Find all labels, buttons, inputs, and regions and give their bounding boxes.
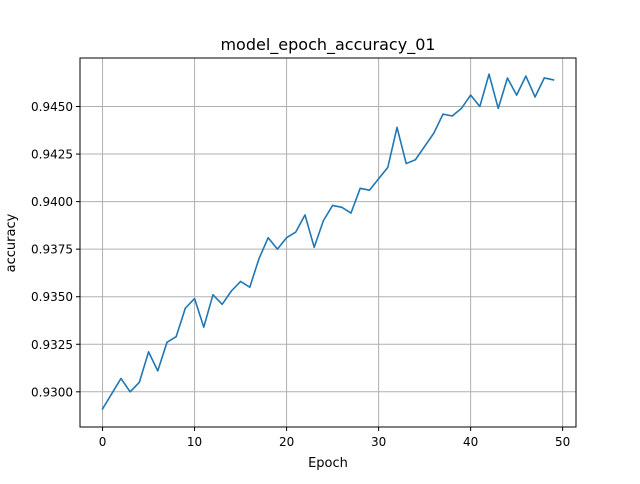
y-tick-label: 0.9300	[31, 385, 73, 399]
data-point	[470, 94, 472, 96]
data-point	[332, 204, 334, 207]
data-point	[552, 79, 555, 81]
data-point	[442, 113, 444, 115]
data-point	[424, 145, 426, 148]
data-point	[138, 381, 140, 383]
data-point	[120, 377, 122, 380]
data-point	[405, 162, 407, 165]
y-tick-label: 0.9400	[31, 195, 73, 209]
data-point	[534, 96, 536, 98]
data-point	[147, 351, 150, 353]
y-axis-label: accuracy	[4, 213, 19, 272]
data-point	[506, 77, 509, 79]
plot-frame	[79, 57, 577, 428]
series-line	[101, 73, 555, 411]
data-point	[488, 73, 490, 75]
y-tick-label: 0.9375	[31, 243, 73, 257]
data-point	[249, 286, 251, 288]
data-point	[184, 307, 186, 309]
data-point	[359, 187, 361, 189]
data-point	[350, 212, 352, 214]
x-tick-label: 40	[463, 435, 478, 449]
data-point	[396, 126, 398, 129]
data-point	[479, 105, 481, 108]
data-point	[221, 303, 223, 305]
data-point	[497, 107, 499, 109]
x-tick-label: 0	[99, 435, 107, 449]
data-point	[387, 166, 389, 168]
data-point	[525, 75, 527, 77]
data-point	[239, 280, 242, 283]
data-point	[276, 248, 278, 250]
data-point	[166, 341, 168, 343]
data-point	[230, 290, 232, 292]
data-point	[111, 393, 113, 395]
data-point	[460, 107, 463, 109]
data-point	[129, 391, 131, 393]
grid	[80, 58, 576, 427]
data-point	[433, 132, 435, 134]
data-point	[543, 77, 545, 79]
x-axis-label: Epoch	[308, 456, 348, 471]
data-point	[451, 115, 453, 117]
data-point	[304, 214, 306, 216]
data-point	[203, 326, 205, 328]
x-tick-label: 10	[187, 435, 202, 449]
data-point	[378, 178, 380, 180]
data-point	[516, 94, 518, 96]
data-point	[313, 246, 315, 248]
data-point	[414, 159, 417, 161]
data-point	[368, 189, 371, 191]
data-point	[101, 408, 104, 410]
x-tick-label: 50	[555, 435, 570, 449]
x-tick-label: 30	[371, 435, 386, 449]
data-point	[341, 206, 343, 208]
ticks: 0 10 20 30 40 50 0.9300 0.9325 0.9350 0.9375 0.940…	[31, 100, 570, 449]
y-tick-label: 0.9450	[31, 100, 73, 114]
data-point	[267, 237, 269, 239]
data-point	[285, 237, 288, 239]
data-point	[175, 336, 177, 338]
y-tick-label: 0.9350	[31, 290, 73, 304]
chart-title: model_epoch_accuracy_01	[220, 35, 435, 55]
data-point	[258, 258, 260, 260]
data-point	[157, 370, 159, 372]
y-tick-label: 0.9325	[31, 338, 73, 352]
series-layer	[101, 73, 555, 411]
x-tick-label: 20	[279, 435, 294, 449]
y-tick-label: 0.9425	[31, 148, 73, 162]
data-point	[193, 298, 196, 300]
data-point	[212, 294, 214, 296]
data-point	[295, 231, 297, 233]
data-point	[322, 220, 324, 222]
